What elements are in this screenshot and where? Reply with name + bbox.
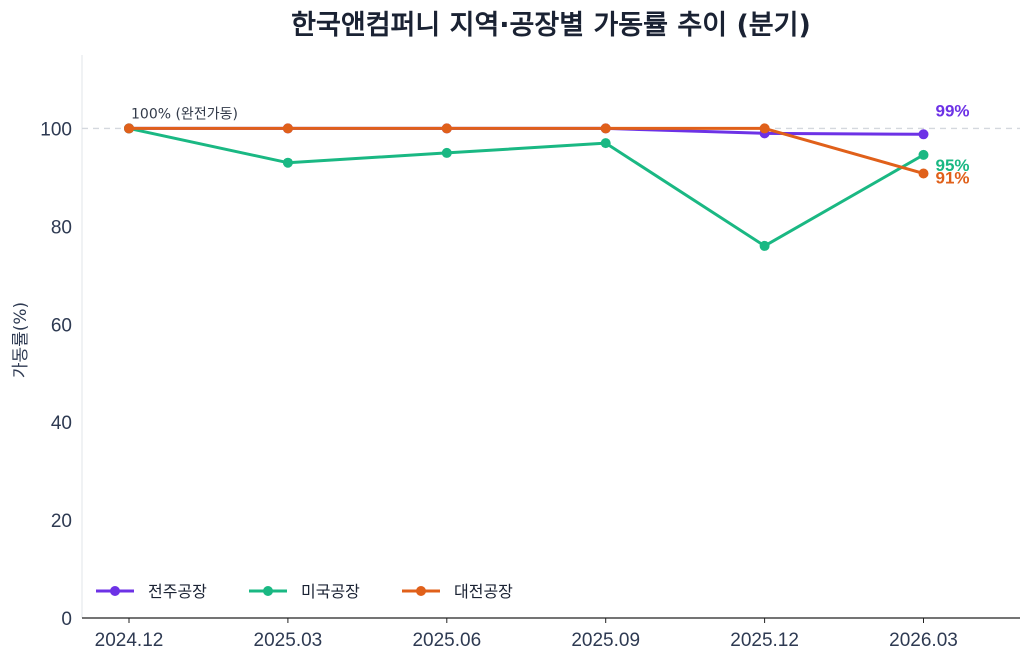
axes: 0 20 40 60 80 100 2024.12 2025.03 2025.06 2025.09… [40,55,1020,651]
x-tick-label: 2024.12 [95,630,164,651]
series-line [127,126,925,248]
x-tick-label: 2025.09 [571,630,640,651]
series-layer: 99% 95%91% [124,101,970,251]
x-tick-label: 2026.03 [889,630,958,651]
chart-title: 한국앤컴퍼니 지역·공장별 가동률 추이 (분기) [291,10,811,41]
y-tick-label: 100 [40,119,72,140]
legend: 전주공장 미국공장 대전공장 [96,582,513,601]
y-axis-label: 가동률(%) [11,302,31,378]
data-point [441,147,452,158]
data-point [759,123,770,134]
data-point [918,168,929,179]
data-point [600,123,611,134]
reference-line-group: 100% (완전가동) [82,106,1020,130]
legend-label: 미국공장 [301,582,360,601]
data-point [441,123,452,134]
y-tick-label: 0 [61,609,72,630]
x-tick-label: 2025.03 [254,630,323,651]
data-point [600,138,611,149]
data-point [282,157,293,168]
y-tick-label: 20 [51,511,72,532]
x-tick-label: 2025.06 [412,630,481,651]
series-end-label: 95% [936,156,970,175]
series-2: 95% [124,123,970,251]
reference-line-label: 100% (완전가동) [131,106,238,122]
y-tick-label: 80 [51,217,72,238]
data-point [918,149,929,160]
data-point [759,240,770,251]
legend-swatch-marker [263,586,273,596]
legend-label: 전주공장 [148,582,207,601]
legend-label: 대전공장 [454,582,513,601]
data-point [918,129,929,140]
y-tick-label: 40 [51,413,72,434]
series-line [127,126,925,175]
series-3: 91% [124,123,970,187]
legend-swatch-marker [416,586,426,596]
series-1: 99% [124,101,970,140]
series-end-label: 91% [936,168,970,187]
series-end-label: 99% [936,101,970,120]
data-point [124,123,134,134]
legend-item: 미국공장 [249,582,360,601]
legend-swatch-marker [110,586,120,596]
data-point [282,123,293,134]
x-tick-label: 2025.12 [730,630,799,651]
legend-item: 전주공장 [96,582,207,601]
y-tick-label: 60 [51,315,72,336]
legend-item: 대전공장 [402,582,513,601]
